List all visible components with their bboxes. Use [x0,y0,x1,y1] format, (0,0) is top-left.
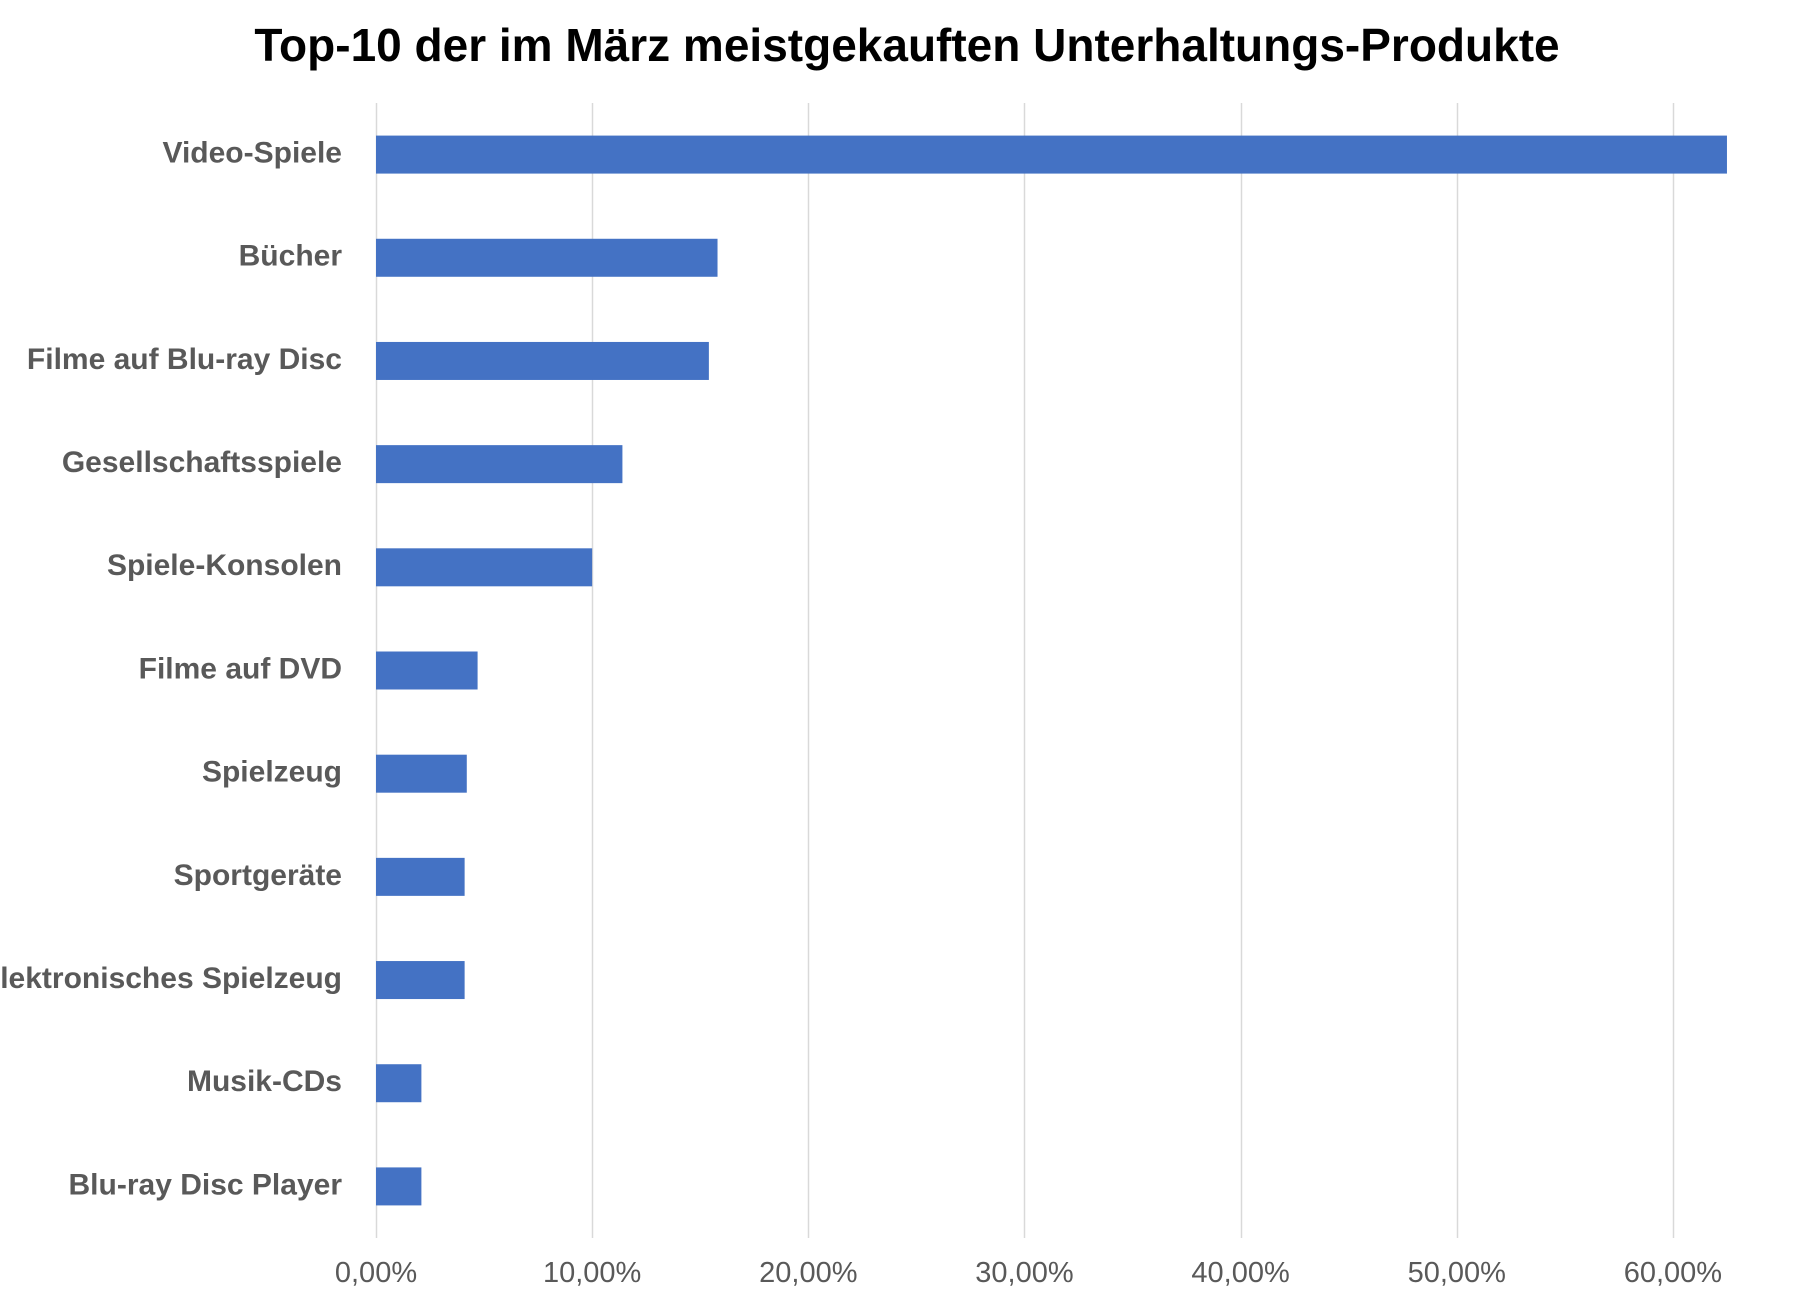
category-label: Musik-CDs [187,1065,342,1098]
bar [376,961,465,1000]
category-label: Video-Spiele [162,137,342,170]
category-label: Gesellschaftsspiele [62,446,342,479]
bar [376,1167,422,1206]
category-label: Spiele-Konsolen [107,549,342,582]
x-tick-label: 10,00% [543,1257,641,1289]
bar [376,548,593,587]
bar [376,238,718,277]
category-label: Bücher [239,240,343,273]
bar [376,341,709,380]
bar [376,857,465,896]
x-tick-label: 40,00% [1191,1257,1289,1289]
category-label: Blu-ray Disc Player [69,1168,343,1201]
bar [376,135,1727,174]
category-label: Spielzeug [202,756,342,789]
x-tick-label: 30,00% [975,1257,1073,1289]
bar [376,754,467,793]
chart-title: Top-10 der im März meistgekauften Unterh… [254,19,1560,71]
bar [376,445,623,484]
category-label: Filme auf DVD [139,652,342,685]
category-label: Elektronisches Spielzeug [0,962,342,995]
x-tick-label: 50,00% [1408,1257,1506,1289]
category-labels: Video-Spiele Bücher Filme auf Blu-ray Disc… [0,137,342,1202]
bar [376,651,478,690]
gridlines [375,103,1675,1238]
bar [376,1064,422,1103]
category-label: Filme auf Blu-ray Disc [27,343,342,376]
bars [376,135,1727,1206]
x-tick-label: 20,00% [759,1257,857,1289]
x-axis-tick-labels: 0,00% 10,00% 20,00% 30,00% 40,00% 50,00% 60,00… [335,1257,1722,1289]
x-tick-label: 0,00% [335,1257,417,1289]
x-tick-label: 60,00% [1624,1257,1722,1289]
category-label: Sportgeräte [174,859,342,892]
